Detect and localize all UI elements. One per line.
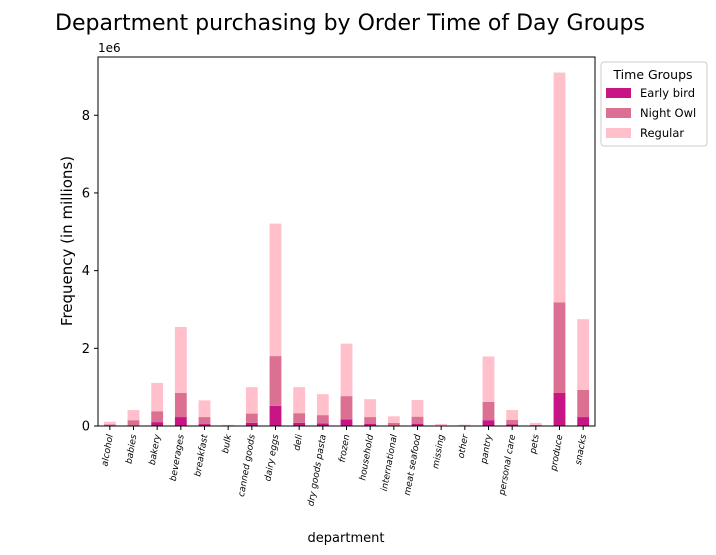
bar-bakery-night-owl (151, 411, 164, 423)
x-tick-label: alcohol (100, 433, 116, 467)
bar-deli-night-owl (293, 413, 306, 423)
bar-personal-care-night-owl (506, 419, 519, 425)
bar-beverages-early-bird (174, 417, 187, 426)
bar-produce-night-owl (553, 302, 566, 393)
x-tick-label: pets (528, 433, 541, 455)
bar-breakfast-night-owl (198, 417, 211, 425)
bar-pantry-night-owl (482, 401, 495, 421)
bar-meat-seafood-night-owl (411, 416, 424, 424)
bar-beverages-night-owl (174, 392, 187, 418)
bar-frozen-regular (340, 343, 353, 397)
x-tick-label: meat seafood (403, 434, 424, 497)
bar-bakery-early-bird (151, 422, 164, 426)
bar-personal-care-regular (506, 410, 519, 420)
y-tick-label: 4 (82, 264, 90, 279)
y-tick-label: 0 (82, 420, 90, 435)
bar-pantry-regular (482, 356, 495, 402)
legend-label-early-bird: Early bird (640, 86, 695, 100)
bar-dry-goods-pasta-regular (316, 394, 329, 416)
plot-frame (97, 56, 596, 427)
legend-swatch-night-owl (606, 108, 631, 118)
x-tick-label: international (380, 433, 400, 492)
y-tick-label: 2 (82, 342, 90, 357)
x-tick-label: babies (124, 433, 139, 464)
legend-swatch-regular (606, 128, 631, 138)
legend: Time Groups Early bird Night Owl Regular (600, 61, 708, 147)
x-tick-label: other (457, 433, 471, 460)
bar-household-night-owl (364, 417, 377, 424)
bar-household-early-bird (364, 423, 377, 426)
bar-pantry-early-bird (482, 420, 495, 426)
x-tick-label: canned goods (237, 433, 258, 497)
bar-bakery-regular (151, 382, 164, 412)
bar-international-night-owl (387, 422, 400, 426)
bar-snacks-regular (577, 319, 590, 390)
x-tick-label: deli (292, 433, 305, 451)
x-tick-label: bulk (221, 433, 234, 454)
x-tick-label: pantry (479, 433, 494, 465)
bar-dry-goods-pasta-early-bird (316, 423, 329, 426)
bar-dairy-eggs-early-bird (269, 405, 282, 426)
bar-deli-regular (293, 387, 306, 414)
bar-canned-goods-early-bird (245, 422, 258, 426)
bar-other-regular (458, 424, 471, 426)
x-tick-label: frozen (338, 433, 353, 463)
bar-canned-goods-regular (245, 387, 258, 414)
x-axis-label: department (308, 531, 385, 546)
y-tick-label: 8 (82, 109, 90, 124)
x-tick-label: household (358, 434, 376, 482)
legend-swatch-early-bird (606, 88, 631, 98)
x-tick-label: beverages (169, 433, 187, 482)
bar-snacks-early-bird (577, 417, 590, 426)
bar-missing-regular (435, 423, 448, 426)
chart-title: Department purchasing by Order Time of D… (55, 11, 645, 36)
bar-pets-night-owl (529, 425, 542, 426)
x-tick-label: breakfast (193, 433, 210, 477)
x-tick-label: personal care (497, 433, 518, 497)
bars-group (103, 72, 590, 426)
bar-personal-care-early-bird (506, 424, 519, 426)
bar-dry-goods-pasta-night-owl (316, 415, 329, 424)
bar-pets-regular (529, 422, 542, 426)
bar-breakfast-early-bird (198, 424, 211, 426)
legend-title: Time Groups (612, 67, 692, 82)
bar-alcohol-regular (103, 421, 116, 425)
x-ticks-group: alcohol babies bakery beverages breakfast bul… (100, 426, 589, 507)
bar-babies-night-owl (127, 420, 140, 426)
y-ticks-group: 0 2 4 6 8 (82, 109, 98, 435)
bar-household-regular (364, 399, 377, 418)
bar-meat-seafood-regular (411, 399, 424, 417)
bar-breakfast-regular (198, 400, 211, 418)
x-tick-label: dry goods pasta (306, 434, 328, 507)
legend-label-regular: Regular (640, 126, 684, 140)
x-tick-label: missing (431, 434, 447, 470)
bar-frozen-night-owl (340, 396, 353, 420)
bar-produce-regular (553, 72, 566, 303)
bar-international-regular (387, 416, 400, 423)
bar-babies-regular (127, 410, 140, 421)
bar-bulk-regular (222, 424, 235, 426)
bar-beverages-regular (174, 326, 187, 393)
x-tick-label: produce (549, 433, 565, 472)
x-tick-label: dairy eggs (263, 433, 281, 482)
bar-produce-early-bird (553, 392, 566, 426)
x-tick-label: snacks (574, 433, 589, 465)
legend-frame (600, 61, 708, 147)
bar-dairy-eggs-regular (269, 223, 282, 357)
x-tick-label: bakery (148, 433, 163, 466)
bar-snacks-night-owl (577, 389, 590, 418)
bar-canned-goods-night-owl (245, 413, 258, 423)
y-axis-label: Frequency (in millions) (58, 156, 76, 326)
y-offset-label: 1e6 (98, 41, 121, 55)
bar-deli-early-bird (293, 422, 306, 426)
bar-alcohol-night-owl (103, 424, 116, 426)
bar-dairy-eggs-night-owl (269, 356, 282, 406)
legend-label-night-owl: Night Owl (640, 106, 696, 120)
bar-frozen-early-bird (340, 419, 353, 426)
bar-meat-seafood-early-bird (411, 423, 424, 426)
y-tick-label: 6 (82, 186, 90, 201)
